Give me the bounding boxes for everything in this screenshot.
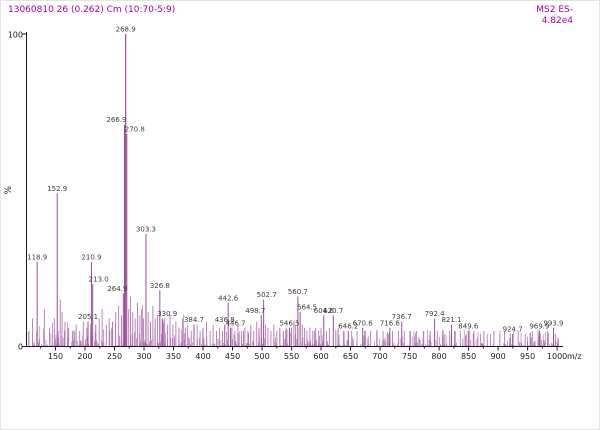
svg-text:604.6: 604.6 (314, 307, 335, 315)
svg-text:993.9: 993.9 (543, 319, 563, 327)
svg-text:266.9: 266.9 (106, 116, 126, 124)
svg-text:900: 900 (490, 352, 505, 361)
svg-text:620.7: 620.7 (323, 307, 343, 315)
svg-text:118.9: 118.9 (27, 254, 47, 262)
svg-text:150: 150 (48, 352, 63, 361)
svg-text:950: 950 (520, 352, 535, 361)
svg-text:330.9: 330.9 (157, 310, 177, 318)
svg-text:200: 200 (77, 352, 92, 361)
svg-text:800: 800 (431, 352, 446, 361)
svg-text:350: 350 (166, 352, 181, 361)
svg-text:303.3: 303.3 (136, 226, 156, 234)
mode-label: MS2 ES- (536, 5, 573, 15)
svg-text:792.4: 792.4 (425, 310, 446, 318)
svg-text:300: 300 (136, 352, 151, 361)
svg-text:716.6: 716.6 (380, 319, 401, 327)
svg-text:%: % (4, 186, 14, 195)
svg-text:210.9: 210.9 (81, 254, 101, 262)
acquisition-info: MS2 ES- 4.82e4 (536, 5, 573, 27)
svg-text:700: 700 (372, 352, 387, 361)
svg-text:450: 450 (225, 352, 240, 361)
svg-text:268.9: 268.9 (116, 26, 136, 34)
svg-text:264.9: 264.9 (107, 285, 127, 293)
svg-text:m/z: m/z (567, 352, 582, 361)
svg-text:600: 600 (313, 352, 328, 361)
svg-text:1000: 1000 (547, 352, 567, 361)
svg-text:546.5: 546.5 (279, 319, 299, 327)
svg-text:205.1: 205.1 (78, 313, 98, 321)
svg-text:564.5: 564.5 (297, 304, 317, 312)
svg-text:384.7: 384.7 (184, 316, 204, 324)
svg-text:560.7: 560.7 (288, 288, 308, 296)
svg-text:646.2: 646.2 (338, 322, 358, 330)
svg-text:849.6: 849.6 (458, 322, 479, 330)
svg-text:270.8: 270.8 (125, 126, 145, 134)
scan-info: 13060810 26 (0.262) Cm (10:70-5:9) (8, 5, 176, 15)
svg-text:400: 400 (195, 352, 210, 361)
svg-text:969.9: 969.9 (529, 322, 549, 330)
svg-text:498.7: 498.7 (245, 307, 265, 315)
svg-text:750: 750 (402, 352, 417, 361)
svg-text:436.8: 436.8 (215, 316, 235, 324)
svg-text:213.0: 213.0 (89, 276, 109, 284)
svg-text:650: 650 (343, 352, 358, 361)
intensity-label: 4.82e4 (541, 16, 573, 26)
svg-text:550: 550 (284, 352, 299, 361)
svg-text:0: 0 (18, 343, 23, 352)
svg-text:446.7: 446.7 (226, 319, 246, 327)
svg-text:326.8: 326.8 (150, 282, 170, 290)
svg-text:821.1: 821.1 (442, 316, 462, 324)
svg-text:500: 500 (254, 352, 269, 361)
svg-text:442.6: 442.6 (218, 294, 239, 302)
svg-text:152.9: 152.9 (47, 185, 67, 193)
svg-text:924.7: 924.7 (503, 326, 523, 334)
svg-text:502.7: 502.7 (257, 291, 277, 299)
svg-text:670.6: 670.6 (353, 319, 374, 327)
svg-text:250: 250 (107, 352, 122, 361)
svg-text:850: 850 (461, 352, 476, 361)
svg-text:736.7: 736.7 (392, 313, 412, 321)
svg-text:100: 100 (8, 31, 23, 40)
